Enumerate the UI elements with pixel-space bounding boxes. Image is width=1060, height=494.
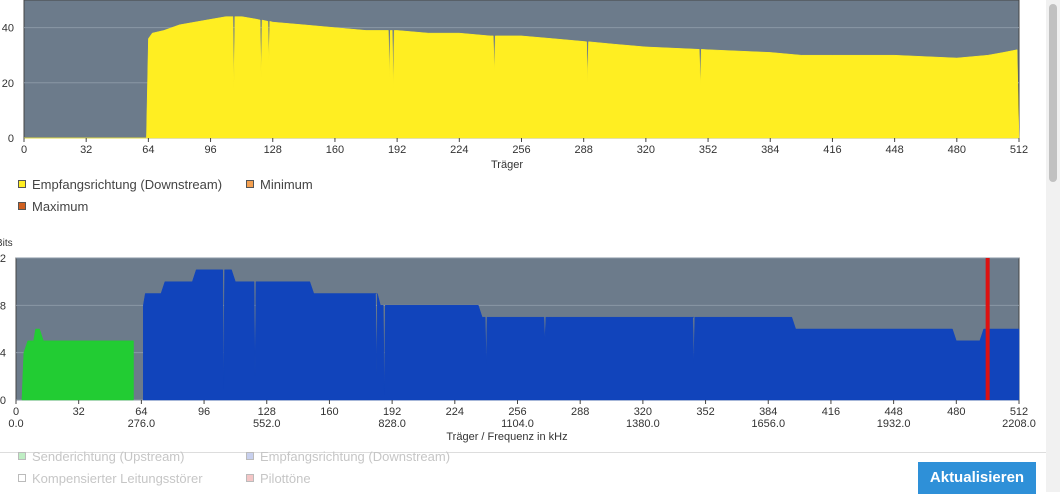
legend-item-downstream[interactable]: Empfangsrichtung (Downstream) (18, 177, 222, 192)
x-tick-label: 512 (1010, 406, 1028, 418)
x-tick-label: 416 (822, 406, 840, 418)
freq-tick-label: 1656.0 (751, 418, 785, 430)
x-tick-label: 448 (884, 406, 902, 418)
y-tick-label: 8 (0, 300, 6, 312)
legend-swatch-downstream (18, 180, 26, 188)
bits-chart: Bits 03264961281601922242562883203523844… (0, 238, 1036, 443)
legend-item-upstream[interactable]: Senderichtung (Upstream) (18, 449, 184, 464)
freq-tick-label: 552.0 (253, 418, 281, 430)
snr-chart: 0 32 64 96 128 160 192 224 256 288 320 352 384 416 448… (2, 0, 1028, 171)
x-tick-label: 224 (450, 144, 468, 156)
legend-label: Empfangsrichtung (Downstream) (32, 177, 223, 192)
series-area-0 (24, 16, 1020, 139)
freq-tick-label: 828.0 (378, 418, 406, 430)
x-tick-label: 128 (258, 406, 276, 418)
series-area-1 (143, 269, 1020, 401)
x-tick-label: 192 (388, 144, 406, 156)
snr-chart-series (24, 16, 1020, 139)
legend-label: Minimum (260, 177, 313, 192)
x-tick-label: 64 (142, 144, 154, 156)
legend-label: Kompensierter Leitungsstörer (32, 471, 203, 486)
bits-chart-x-ticks: 0 32 64 96 128 160 192 224 256 288 320 352 384 416 448… (8, 400, 1036, 430)
x-tick-label: 384 (761, 144, 779, 156)
x-tick-label: 384 (759, 406, 777, 418)
legend-label: Senderichtung (Upstream) (32, 449, 185, 464)
x-tick-label: 448 (885, 144, 903, 156)
legend-item-pilot[interactable]: Pilottöne (246, 471, 311, 486)
x-tick-label: 64 (135, 406, 147, 418)
legend-swatch-maximum (18, 202, 26, 210)
freq-tick-label: 1932.0 (877, 418, 911, 430)
y-tick-label: 40 (2, 23, 14, 35)
refresh-button[interactable]: Aktualisieren (918, 462, 1036, 494)
freq-tick-label: 1104.0 (501, 418, 534, 430)
x-tick-label: 256 (512, 144, 530, 156)
legend-swatch-minimum (246, 180, 254, 188)
x-tick-label: 256 (508, 406, 526, 418)
legend-swatch-compensated (18, 474, 26, 482)
freq-tick-label: 0.0 (8, 418, 23, 430)
snr-chart-x-label: Träger (491, 159, 523, 171)
legend-item-minimum[interactable]: Minimum (246, 177, 313, 192)
x-tick-label: 352 (699, 144, 717, 156)
snr-chart-y-ticks: 0 20 40 (2, 23, 14, 145)
y-tick-label: 4 (0, 348, 6, 360)
legend-swatch-upstream (18, 452, 26, 460)
x-tick-label: 96 (204, 144, 216, 156)
scrollbar-thumb[interactable] (1049, 4, 1057, 182)
y-tick-label: 0 (8, 133, 14, 145)
x-tick-label: 224 (446, 406, 464, 418)
x-tick-label: 0 (13, 406, 19, 418)
x-tick-label: 320 (637, 144, 655, 156)
x-tick-label: 160 (320, 406, 338, 418)
x-tick-label: 320 (634, 406, 652, 418)
x-tick-label: 160 (326, 144, 344, 156)
legend-item-maximum[interactable]: Maximum (18, 199, 88, 214)
legend-label: Pilottöne (260, 471, 311, 486)
x-tick-label: 128 (264, 144, 282, 156)
snr-chart-x-ticks: 0 32 64 96 128 160 192 224 256 288 320 352 384 416 448… (21, 138, 1028, 156)
freq-tick-label: 2208.0 (1002, 418, 1036, 430)
bits-chart-series (21, 258, 1020, 401)
y-tick-label: 0 (0, 395, 6, 407)
x-tick-label: 416 (823, 144, 841, 156)
divider (0, 452, 1046, 453)
bits-chart-y-label: Bits (0, 238, 13, 249)
page-scrollbar[interactable] (1046, 0, 1060, 492)
x-tick-label: 512 (1010, 144, 1028, 156)
x-tick-label: 32 (73, 406, 85, 418)
freq-tick-label: 1380.0 (626, 418, 660, 430)
y-tick-label: 12 (0, 253, 6, 265)
x-tick-label: 480 (947, 406, 965, 418)
x-tick-label: 352 (696, 406, 714, 418)
series-area-0 (21, 328, 134, 401)
legend-item-compensated[interactable]: Kompensierter Leitungsstörer (18, 471, 203, 486)
x-tick-label: 288 (575, 144, 593, 156)
legend-item-downstream-2[interactable]: Empfangsrichtung (Downstream) (246, 449, 450, 464)
x-tick-label: 0 (21, 144, 27, 156)
bits-chart-y-ticks: 0 4 8 12 (0, 253, 6, 407)
x-tick-label: 32 (80, 144, 92, 156)
x-tick-label: 96 (198, 406, 210, 418)
y-tick-label: 20 (2, 78, 14, 90)
x-tick-label: 288 (571, 406, 589, 418)
x-tick-label: 192 (383, 406, 401, 418)
freq-tick-label: 276.0 (128, 418, 156, 430)
legend-label: Maximum (32, 199, 89, 214)
legend-label: Empfangsrichtung (Downstream) (260, 449, 451, 464)
bits-chart-x-label: Träger / Frequenz in kHz (446, 431, 567, 443)
x-tick-label: 480 (948, 144, 966, 156)
legend-swatch-downstream-2 (246, 452, 254, 460)
legend-swatch-pilot (246, 474, 254, 482)
